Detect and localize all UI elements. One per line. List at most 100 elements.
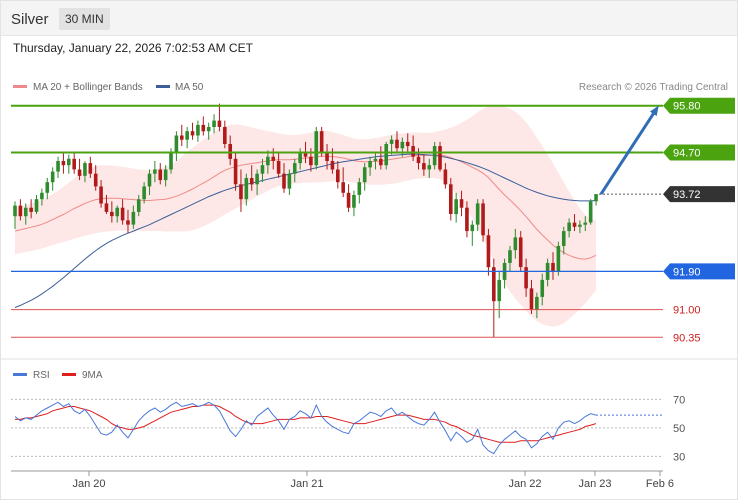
candle xyxy=(470,220,475,246)
candle xyxy=(567,218,571,238)
rsi-legend-label: RSI xyxy=(33,370,50,381)
price-level-last: 93.72 xyxy=(599,186,735,203)
candle xyxy=(529,279,534,314)
level-label: 95.80 xyxy=(673,101,701,113)
candle xyxy=(379,146,383,170)
candle xyxy=(23,203,28,225)
candle xyxy=(147,169,152,195)
level-label: 94.70 xyxy=(673,148,701,160)
candle xyxy=(93,165,98,191)
candle xyxy=(18,199,23,221)
candle xyxy=(104,194,109,215)
candle xyxy=(438,141,442,172)
candle xyxy=(217,103,222,132)
candle xyxy=(249,165,254,191)
candle xyxy=(578,220,582,234)
candle xyxy=(88,156,93,178)
candle xyxy=(481,199,485,242)
candle xyxy=(34,194,39,215)
price-level-pivot: 91.90 xyxy=(11,263,735,280)
candle xyxy=(518,231,523,272)
candle xyxy=(99,180,103,208)
candle xyxy=(196,120,200,142)
level-tag xyxy=(663,186,735,203)
candle xyxy=(185,126,189,149)
candle xyxy=(50,167,55,191)
x-tick-label: Jan 20 xyxy=(72,478,105,490)
candle xyxy=(362,163,367,191)
candle xyxy=(126,209,130,234)
level-label: 91.00 xyxy=(673,305,701,317)
candle xyxy=(475,199,480,232)
candle xyxy=(427,158,432,178)
candle xyxy=(83,160,87,183)
candle xyxy=(325,143,329,170)
candle xyxy=(56,156,60,178)
x-tick-label: Jan 21 xyxy=(290,478,323,490)
candle xyxy=(389,135,394,155)
level-label: 93.72 xyxy=(673,189,701,201)
candle xyxy=(405,133,410,153)
price-level-support: 91.00 xyxy=(11,305,701,317)
candle xyxy=(179,124,184,147)
rsi-panel: 70 50 30 xyxy=(11,394,685,463)
candle xyxy=(368,156,372,176)
candle xyxy=(115,205,120,223)
ma50-line xyxy=(14,153,597,308)
price-levels: 95.80 94.70 93.72 91.90 91.00 90.35 xyxy=(11,97,735,344)
chart-header: Silver 30 MIN xyxy=(1,1,737,36)
bollinger-bands xyxy=(15,105,596,327)
candle xyxy=(282,163,286,193)
candle xyxy=(266,150,270,174)
candle xyxy=(45,177,50,200)
rsi-ma-line xyxy=(15,404,597,443)
candle xyxy=(551,252,555,280)
candle xyxy=(422,154,426,176)
candle xyxy=(336,160,340,189)
candle xyxy=(588,199,593,225)
level-tag xyxy=(663,144,735,161)
level-tag xyxy=(663,263,735,280)
forecast-arrow xyxy=(599,105,659,195)
candle xyxy=(395,131,399,153)
candle xyxy=(508,245,512,272)
x-tick-label: Jan 23 xyxy=(578,478,611,490)
candle xyxy=(454,192,458,223)
candle xyxy=(400,137,405,157)
candle xyxy=(346,184,351,212)
instrument-title: Silver xyxy=(11,11,49,28)
research-credit: Research © 2026 Trading Central xyxy=(579,82,728,93)
candle xyxy=(314,126,319,170)
bollinger-band-fill xyxy=(15,105,596,327)
candle xyxy=(120,199,125,225)
ma20-legend-label: MA 20 + Bollinger Bands xyxy=(33,82,143,93)
candles xyxy=(13,103,598,338)
candle xyxy=(72,152,76,174)
ma50-legend-swatch xyxy=(156,85,170,88)
candle xyxy=(77,158,82,181)
candle xyxy=(110,201,114,223)
rsi-legend: RSI 9MA xyxy=(13,370,103,381)
candle xyxy=(583,216,588,232)
price-level-resistance: 94.70 xyxy=(11,144,735,161)
candle xyxy=(212,114,216,134)
candle xyxy=(158,163,163,185)
candle xyxy=(244,173,249,206)
candle xyxy=(287,169,292,195)
chart-timestamp: Thursday, January 22, 2026 7:02:53 AM CE… xyxy=(13,41,253,55)
timeframe-button[interactable]: 30 MIN xyxy=(59,8,110,30)
price-level-support: 90.35 xyxy=(11,332,701,344)
candle xyxy=(40,188,44,206)
rsi-legend-swatch xyxy=(13,373,27,376)
candle xyxy=(206,122,211,140)
candle xyxy=(465,201,469,238)
candle xyxy=(292,158,297,183)
candle xyxy=(163,165,168,187)
candle xyxy=(255,169,259,195)
candle xyxy=(136,194,141,217)
ma50-legend-label: MA 50 xyxy=(175,82,204,93)
candle xyxy=(497,271,501,319)
candle xyxy=(411,135,415,161)
x-tick-label: Jan 22 xyxy=(508,478,541,490)
